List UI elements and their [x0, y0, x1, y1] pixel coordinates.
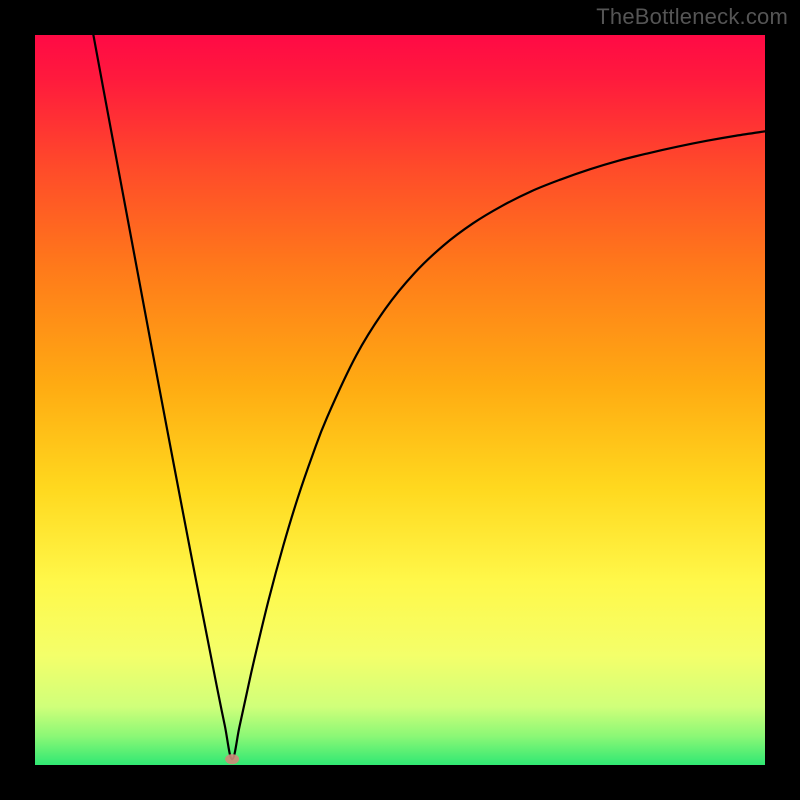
plot-background-gradient [35, 35, 765, 765]
watermark-label: TheBottleneck.com [596, 4, 788, 30]
chart-container: TheBottleneck.com [0, 0, 800, 800]
minimum-marker [225, 754, 239, 764]
bottleneck-chart [0, 0, 800, 800]
